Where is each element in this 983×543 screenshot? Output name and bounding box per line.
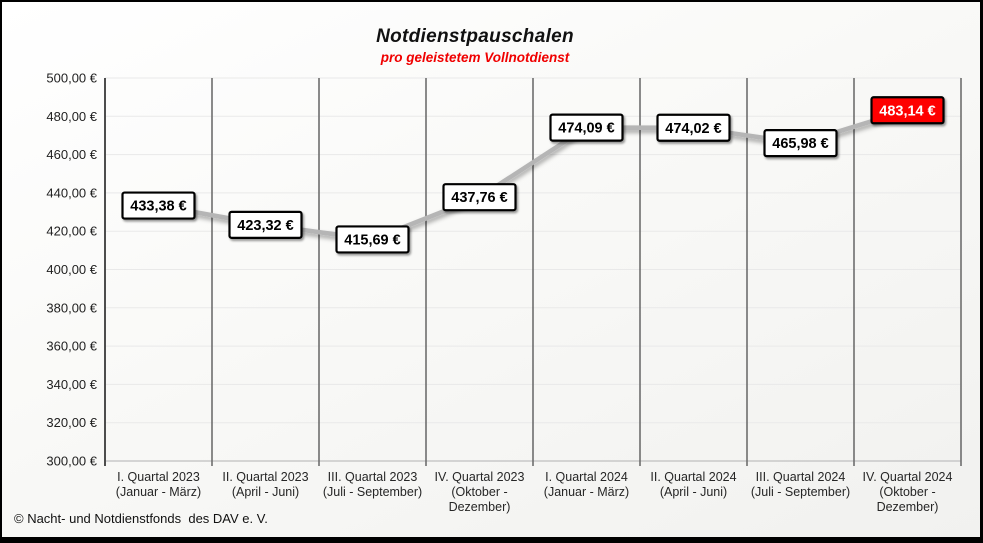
- data-point-label-box: [763, 129, 838, 158]
- y-tick-label: 460,00 €: [46, 147, 97, 162]
- data-point-label-text: 474,09 €: [558, 121, 614, 137]
- x-category-label: I. Quartal 2023 (Januar - März): [116, 470, 201, 499]
- data-point-label: 437,76 €: [442, 183, 517, 212]
- data-point-label-text: 483,14 €: [879, 103, 935, 119]
- y-tick-label: 500,00 €: [46, 71, 97, 86]
- y-tick-label: 440,00 €: [46, 185, 97, 200]
- y-tick-label: 300,00 €: [46, 454, 97, 469]
- data-point-label-text: 423,32 €: [237, 218, 293, 234]
- x-category-label: IV. Quartal 2024 (Oktober -Dezember): [863, 470, 953, 514]
- y-tick-label: 400,00 €: [46, 262, 97, 277]
- data-point-label: 474,09 €: [549, 113, 624, 142]
- data-point-label: 465,98 €: [763, 129, 838, 158]
- y-tick-label: 380,00 €: [46, 300, 97, 315]
- data-point-label-box: [442, 183, 517, 212]
- data-point-label-box: [121, 191, 196, 220]
- y-tick-label: 340,00 €: [46, 377, 97, 392]
- data-point-label-text: 474,02 €: [665, 121, 721, 137]
- data-point-label-text: 465,98 €: [772, 136, 828, 152]
- y-tick-label: 360,00 €: [46, 339, 97, 354]
- x-category-label: III. Quartal 2023 (Juli - September): [323, 470, 422, 499]
- data-point-label-box: [335, 225, 410, 254]
- data-point-label-box: [228, 210, 303, 239]
- y-tick-label: 320,00 €: [46, 415, 97, 430]
- data-point-label: 415,69 €: [335, 225, 410, 254]
- chart-title: Notdienstpauschalen: [376, 26, 574, 47]
- x-category-label: I. Quartal 2024 (Januar - März): [544, 470, 629, 499]
- data-point-label-box: [656, 113, 731, 142]
- data-point-label: 474,02 €: [656, 113, 731, 142]
- y-tick-label: 480,00 €: [46, 109, 97, 124]
- data-point-label-highlight: 483,14 €: [870, 96, 945, 125]
- chart-header: Notdienstpauschalen pro geleistetem Voll…: [2, 26, 948, 65]
- data-point-label: 433,38 €: [121, 191, 196, 220]
- copyright-text: © Nacht- und Notdienstfonds des DAV e. V…: [14, 511, 268, 526]
- data-point-label-box: [549, 113, 624, 142]
- chart-subtitle: pro geleistetem Vollnotdienst: [380, 49, 570, 65]
- data-point-label: 423,32 €: [228, 210, 303, 239]
- y-tick-label: 420,00 €: [46, 224, 97, 239]
- data-point-label-text: 437,76 €: [451, 190, 507, 206]
- x-category-label: II. Quartal 2023 (April - Juni): [222, 470, 308, 499]
- x-category-label: IV. Quartal 2023 (Oktober -Dezember): [435, 470, 525, 514]
- x-category-label: III. Quartal 2024 (Juli - September): [751, 470, 850, 499]
- data-point-label-box: [870, 96, 945, 125]
- x-category-label: II. Quartal 2024 (April - Juni): [650, 470, 736, 499]
- data-point-label-text: 415,69 €: [344, 232, 400, 248]
- data-point-label-text: 433,38 €: [130, 199, 186, 215]
